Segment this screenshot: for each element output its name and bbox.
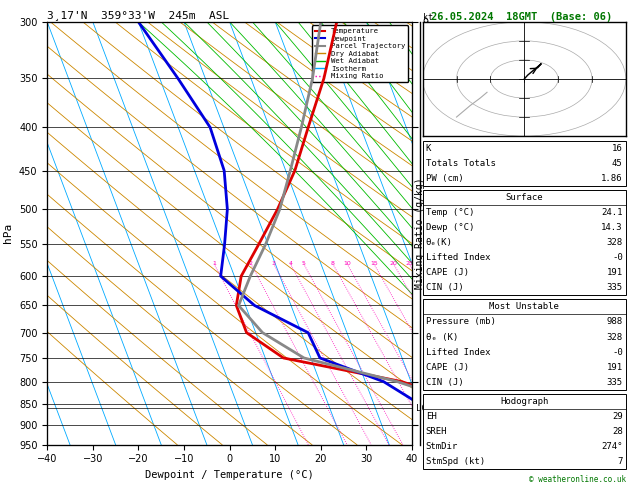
Text: CAPE (J): CAPE (J) xyxy=(426,268,469,278)
Y-axis label: km
ASL: km ASL xyxy=(431,225,453,242)
Text: 191: 191 xyxy=(606,363,623,372)
Text: Pressure (mb): Pressure (mb) xyxy=(426,317,496,327)
Text: 988: 988 xyxy=(606,317,623,327)
Text: 24.1: 24.1 xyxy=(601,208,623,217)
Text: © weatheronline.co.uk: © weatheronline.co.uk xyxy=(529,474,626,484)
Text: Surface: Surface xyxy=(506,193,543,202)
Text: Hodograph: Hodograph xyxy=(500,397,548,406)
Text: -0: -0 xyxy=(612,347,623,357)
Text: PW (cm): PW (cm) xyxy=(426,174,464,183)
Text: StmDir: StmDir xyxy=(426,442,458,451)
Text: 10: 10 xyxy=(343,261,351,266)
Text: CAPE (J): CAPE (J) xyxy=(426,363,469,372)
Text: 1: 1 xyxy=(212,261,216,266)
Y-axis label: hPa: hPa xyxy=(3,223,13,243)
Text: θₑ(K): θₑ(K) xyxy=(426,238,453,247)
Text: 45: 45 xyxy=(612,159,623,168)
Text: θₑ (K): θₑ (K) xyxy=(426,332,458,342)
X-axis label: Dewpoint / Temperature (°C): Dewpoint / Temperature (°C) xyxy=(145,470,314,480)
Text: 274°: 274° xyxy=(601,442,623,451)
Text: 3: 3 xyxy=(272,261,276,266)
Text: StmSpd (kt): StmSpd (kt) xyxy=(426,457,485,466)
Text: Mixing Ratio (g/kg): Mixing Ratio (g/kg) xyxy=(415,177,425,289)
Text: CIN (J): CIN (J) xyxy=(426,283,464,293)
Text: 16: 16 xyxy=(612,144,623,153)
Text: 2: 2 xyxy=(249,261,253,266)
Text: Dewp (°C): Dewp (°C) xyxy=(426,223,474,232)
Text: SREH: SREH xyxy=(426,427,447,436)
Text: -0: -0 xyxy=(612,253,623,262)
Text: 7: 7 xyxy=(617,457,623,466)
Text: 25: 25 xyxy=(405,261,413,266)
Text: 15: 15 xyxy=(370,261,377,266)
Text: 5: 5 xyxy=(302,261,306,266)
Text: 3¸17'N  359°33'W  245m  ASL: 3¸17'N 359°33'W 245m ASL xyxy=(47,10,230,20)
Text: 328: 328 xyxy=(606,332,623,342)
Text: K: K xyxy=(426,144,431,153)
Text: Most Unstable: Most Unstable xyxy=(489,302,559,312)
Text: 191: 191 xyxy=(606,268,623,278)
Text: 26.05.2024  18GMT  (Base: 06): 26.05.2024 18GMT (Base: 06) xyxy=(431,12,613,22)
Text: EH: EH xyxy=(426,412,437,421)
Text: CIN (J): CIN (J) xyxy=(426,378,464,387)
Text: 29: 29 xyxy=(612,412,623,421)
Text: Lifted Index: Lifted Index xyxy=(426,253,491,262)
Text: 328: 328 xyxy=(606,238,623,247)
Text: LCL: LCL xyxy=(416,404,431,413)
Legend: Temperature, Dewpoint, Parcel Trajectory, Dry Adiabat, Wet Adiabat, Isotherm, Mi: Temperature, Dewpoint, Parcel Trajectory… xyxy=(311,25,408,82)
Text: kt: kt xyxy=(423,13,433,22)
Text: 1.86: 1.86 xyxy=(601,174,623,183)
Text: 335: 335 xyxy=(606,283,623,293)
Text: 28: 28 xyxy=(612,427,623,436)
Text: 335: 335 xyxy=(606,378,623,387)
Text: Temp (°C): Temp (°C) xyxy=(426,208,474,217)
Text: 20: 20 xyxy=(389,261,398,266)
Text: Lifted Index: Lifted Index xyxy=(426,347,491,357)
Text: 14.3: 14.3 xyxy=(601,223,623,232)
Text: 4: 4 xyxy=(288,261,292,266)
Text: Totals Totals: Totals Totals xyxy=(426,159,496,168)
Text: 8: 8 xyxy=(331,261,335,266)
